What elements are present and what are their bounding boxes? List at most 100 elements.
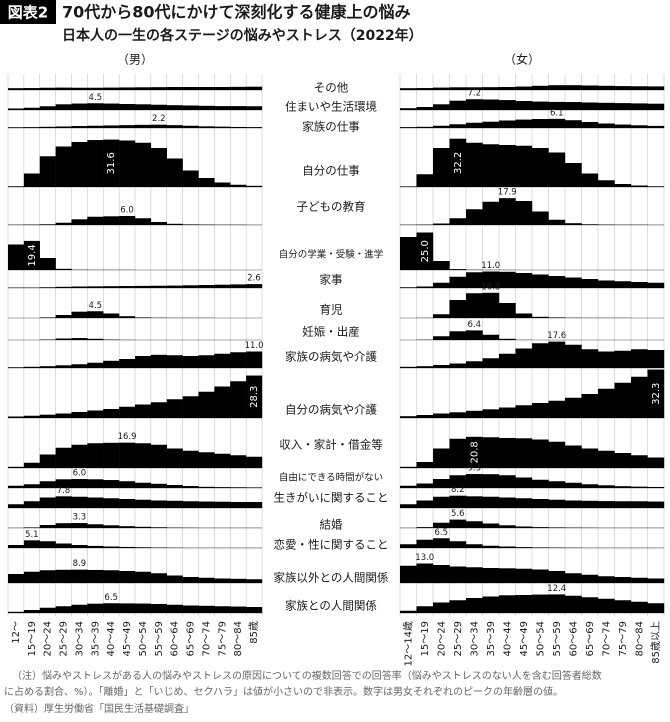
bar xyxy=(87,87,104,90)
bar xyxy=(135,142,152,187)
bar xyxy=(182,396,199,418)
bar xyxy=(433,538,450,548)
bar xyxy=(119,571,136,583)
bar xyxy=(532,527,549,528)
bar xyxy=(515,101,533,110)
value-label: 6.1 xyxy=(550,108,564,118)
bar xyxy=(581,122,599,128)
bar xyxy=(466,567,483,583)
bar xyxy=(466,209,483,225)
value-label: 16.9 xyxy=(118,432,137,442)
bar xyxy=(614,501,632,508)
bar xyxy=(565,85,582,90)
bar xyxy=(23,415,40,418)
bar xyxy=(23,540,40,548)
bar xyxy=(8,466,25,468)
bar xyxy=(482,568,500,583)
bar xyxy=(614,577,632,583)
bar xyxy=(39,525,56,528)
x-tick-label: 55～59 xyxy=(552,621,563,656)
bar xyxy=(135,356,152,368)
bar xyxy=(71,545,88,548)
bar xyxy=(55,447,72,468)
category-label: 家事 xyxy=(320,273,343,287)
bar xyxy=(103,442,120,468)
bar xyxy=(119,406,136,418)
bar xyxy=(87,125,104,128)
bar xyxy=(8,88,25,90)
bar xyxy=(614,382,632,418)
bar xyxy=(39,481,56,488)
bar xyxy=(230,106,247,110)
value-label: 7.2 xyxy=(467,89,481,99)
bar xyxy=(135,285,152,288)
bar xyxy=(598,280,615,288)
bar xyxy=(647,501,665,508)
bar xyxy=(499,407,516,418)
bar xyxy=(515,526,533,528)
bar xyxy=(433,602,450,613)
bar xyxy=(87,362,104,368)
bar xyxy=(246,351,263,368)
bar xyxy=(39,106,56,110)
bar xyxy=(433,125,450,128)
bar xyxy=(565,397,582,418)
bar xyxy=(433,413,450,418)
bar xyxy=(150,444,167,468)
x-tick-label: 50～54 xyxy=(535,621,546,656)
bar xyxy=(246,607,263,613)
bar xyxy=(214,126,231,128)
bar xyxy=(499,475,516,488)
x-tick-label: 35～39 xyxy=(486,621,497,656)
bar xyxy=(119,499,136,508)
bar xyxy=(8,244,25,270)
bar xyxy=(182,577,199,583)
bar xyxy=(482,523,500,528)
value-label: 6.4 xyxy=(467,320,481,330)
bar xyxy=(548,499,566,508)
bar xyxy=(166,448,183,468)
bar xyxy=(499,546,516,548)
panel-title: （男） xyxy=(117,53,153,67)
x-tick-label: 25～29 xyxy=(453,621,464,656)
bar xyxy=(565,120,582,128)
bar xyxy=(166,87,183,90)
bar xyxy=(647,186,665,187)
bar xyxy=(482,496,500,508)
bar xyxy=(598,501,615,508)
bar xyxy=(166,485,183,488)
bar xyxy=(135,603,152,613)
bar xyxy=(548,527,566,528)
x-tick-label: 65～69 xyxy=(186,621,197,656)
bar xyxy=(647,578,665,583)
bar xyxy=(482,334,500,340)
x-tick-label: 60～64 xyxy=(170,621,181,656)
bar xyxy=(565,277,582,288)
bar xyxy=(246,502,263,508)
bar xyxy=(449,138,467,187)
value-label: 6.5 xyxy=(434,528,448,538)
value-label: 6.5 xyxy=(104,593,118,603)
bar xyxy=(87,603,104,613)
bar xyxy=(119,442,136,468)
bar xyxy=(416,286,434,288)
x-tick-label: 30～34 xyxy=(469,621,480,656)
bar xyxy=(515,145,533,187)
bar xyxy=(548,118,566,128)
bar xyxy=(647,103,665,110)
bar xyxy=(631,455,648,468)
bar xyxy=(647,457,665,468)
bar xyxy=(466,361,483,368)
bar xyxy=(150,402,167,418)
bar xyxy=(230,606,247,613)
category-label: 家族以外との人間関係 xyxy=(274,571,389,585)
bar xyxy=(433,261,450,270)
bar xyxy=(87,497,104,508)
bar xyxy=(647,350,665,368)
bar xyxy=(150,354,167,368)
note: （資料）厚生労働省「国民生活基礎調査」 xyxy=(4,702,194,715)
bar xyxy=(182,105,199,110)
category-label: 妊娠・出産 xyxy=(302,325,360,339)
bar xyxy=(449,269,467,270)
bar xyxy=(230,502,247,508)
